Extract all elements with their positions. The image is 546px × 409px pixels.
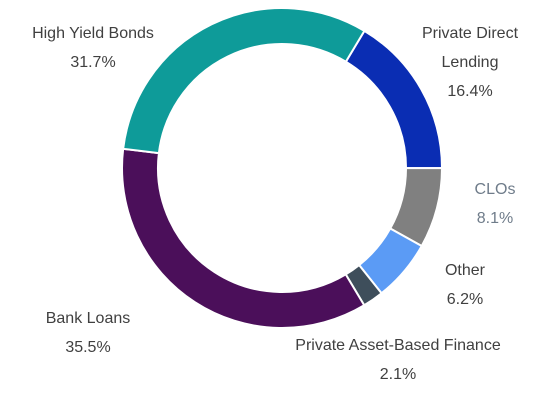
value-label: 16.4% [447,83,493,100]
category-label: CLOs [474,181,516,198]
donut-slice [121,147,366,329]
category-label: Private Asset-Based Finance [295,337,501,354]
category-label: Bank Loans [45,310,131,327]
slice-label: Private Asset-Based Finance 2.1% [293,331,503,389]
value-label: 31.7% [70,54,116,71]
slice-label: Other 6.2% [415,256,515,314]
value-label: 6.2% [446,291,484,308]
slice-label: CLOs 8.1% [445,175,545,233]
category-label: Private Direct Lending [421,25,519,71]
slice-label: High Yield Bonds 31.7% [8,19,178,77]
slice-label: Bank Loans 35.5% [28,304,148,362]
value-label: 8.1% [476,210,514,227]
slice-label: Private Direct Lending 16.4% [405,19,535,106]
category-label: Other [444,262,485,279]
donut-slice [122,7,366,155]
value-label: 2.1% [379,366,417,383]
value-label: 35.5% [65,339,111,356]
category-label: High Yield Bonds [32,25,154,42]
